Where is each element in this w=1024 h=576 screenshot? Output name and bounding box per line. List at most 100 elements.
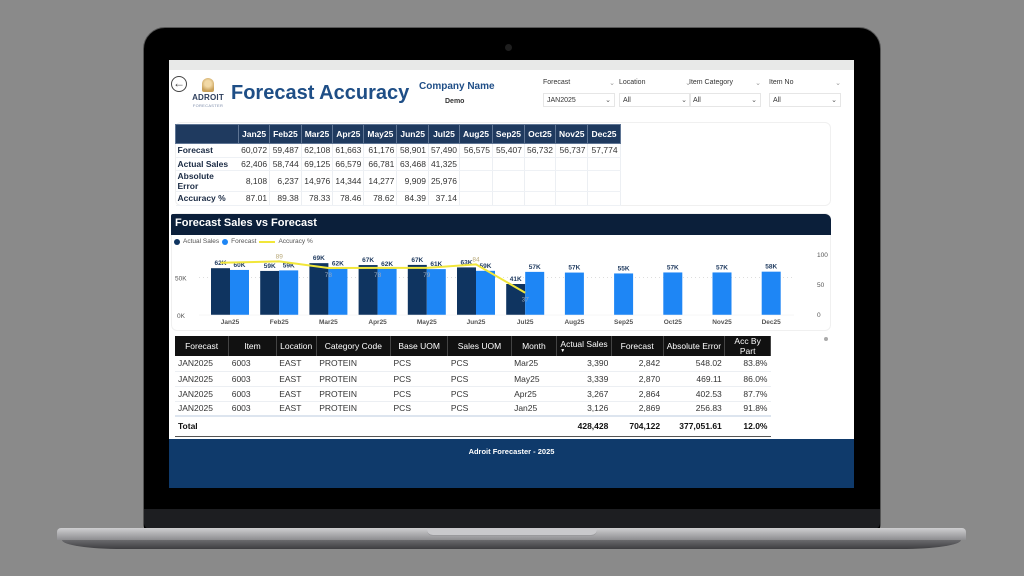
chevron-down-icon[interactable]: ⌄ <box>685 80 691 87</box>
table-cell: 6003 <box>228 401 277 417</box>
col-header-base-uom[interactable]: Base UOM <box>390 336 449 356</box>
combo-chart[interactable]: 50K 0K 0 50 100 62K 60K Jan25 59K 59K Feb25 69K 62K M… <box>169 240 834 335</box>
matrix-col-header[interactable]: Jul25 <box>427 124 460 144</box>
matrix-cell: 58,744 <box>269 157 302 171</box>
col-header-absolute-error[interactable]: Absolute Error <box>663 336 726 356</box>
matrix-cell: 89.38 <box>269 191 302 206</box>
bar-forecast[interactable] <box>663 272 683 315</box>
matrix-col-header[interactable]: Dec25 <box>587 124 621 144</box>
legend-accuracy-label[interactable]: Accuracy % <box>278 238 313 245</box>
laptop-hinge <box>144 509 880 529</box>
bar-forecast[interactable] <box>614 273 634 315</box>
slicer-item-no[interactable]: Item No ⌄ All ⌄ <box>769 79 841 107</box>
slicer-dropdown[interactable]: All ⌄ <box>689 93 761 107</box>
table-row[interactable]: JAN2025 6003 EAST PROTEIN PCS PCS Jan25 3,126 2,… <box>175 401 771 417</box>
bar-forecast[interactable] <box>377 268 397 315</box>
accuracy-label: 78 <box>374 272 382 279</box>
bar-forecast[interactable] <box>564 272 584 315</box>
matrix-col-header[interactable]: Mar25 <box>300 124 334 144</box>
bar-forecast[interactable] <box>426 269 446 315</box>
matrix-col-header[interactable]: May25 <box>363 124 398 144</box>
chevron-down-icon[interactable]: ⌄ <box>755 80 761 87</box>
matrix-col-header[interactable]: Nov25 <box>554 124 589 144</box>
matrix-col-header[interactable]: Apr25 <box>332 124 365 144</box>
x-axis-label: Feb25 <box>270 319 289 326</box>
table-cell: PROTEIN <box>316 371 391 387</box>
slicer-forecast[interactable]: Forecast ⌄ JAN2025 ⌄ <box>543 79 615 107</box>
slicer-dropdown[interactable]: All ⌄ <box>769 93 841 107</box>
bar-forecast[interactable] <box>712 272 732 315</box>
table-cell: PROTEIN <box>316 386 391 402</box>
slicer-dropdown[interactable]: All ⌄ <box>619 93 691 107</box>
slicer-value: All <box>623 97 631 104</box>
table-cell: PROTEIN <box>316 356 391 372</box>
bar-actual-sales[interactable] <box>260 270 280 315</box>
col-header-item[interactable]: Item <box>228 336 277 356</box>
bar-forecast[interactable] <box>476 270 495 315</box>
bar-label: 57K <box>667 264 679 271</box>
resize-handle-dot[interactable] <box>824 337 828 341</box>
col-header-actual-sales[interactable]: Actual Sales ▼ <box>556 336 612 356</box>
matrix-cell: 84.39 <box>396 191 429 206</box>
bar-actual-sales[interactable] <box>309 263 329 315</box>
slicer-label: Item Category <box>689 79 733 86</box>
slicer-item-category[interactable]: Item Category ⌄ All ⌄ <box>689 79 761 107</box>
col-header-category-code[interactable]: Category Code <box>316 336 392 356</box>
bar-forecast[interactable] <box>279 270 299 315</box>
matrix-cell: 78.62 <box>363 191 398 206</box>
bar-actual-sales[interactable] <box>506 284 526 315</box>
col-header-forecast-value[interactable]: Forecast <box>611 336 664 356</box>
matrix-col-header[interactable]: Aug25 <box>458 124 493 144</box>
table-row[interactable]: JAN2025 6003 EAST PROTEIN PCS PCS Apr25 3,267 2,… <box>175 386 771 402</box>
matrix-cell: 61,663 <box>332 143 365 158</box>
chevron-down-icon[interactable]: ⌄ <box>609 80 615 87</box>
table-cell: PCS <box>390 386 448 402</box>
slicer-dropdown[interactable]: JAN2025 ⌄ <box>543 93 615 107</box>
bar-forecast[interactable] <box>525 271 545 315</box>
matrix-col-header[interactable]: Sep25 <box>491 124 525 144</box>
table-row[interactable]: JAN2025 6003 EAST PROTEIN PCS PCS Mar25 3,390 2,… <box>175 356 771 372</box>
footer-text: Adroit Forecaster - 2025 <box>468 447 555 456</box>
bar-label: 58K <box>765 264 777 271</box>
bar-forecast[interactable] <box>328 268 348 315</box>
col-header-location[interactable]: Location <box>276 336 317 356</box>
legend-forecast-label[interactable]: Forecast <box>231 238 257 245</box>
back-arrow-icon[interactable]: ← <box>171 76 187 92</box>
matrix-corner <box>175 124 239 144</box>
matrix-cell <box>459 170 493 192</box>
matrix-cell: 57,774 <box>587 143 621 158</box>
bar-label: 55K <box>618 265 630 272</box>
table-cell: Mar25 <box>511 356 557 372</box>
laptop-opening-notch <box>427 528 597 536</box>
table-cell: JAN2025 <box>175 401 229 417</box>
col-header-forecast[interactable]: Forecast <box>175 336 230 356</box>
col-header-sales-uom[interactable]: Sales UOM <box>447 336 512 356</box>
table-cell: 83.8% <box>724 356 771 372</box>
bar-actual-sales[interactable] <box>457 267 476 315</box>
chevron-down-icon[interactable]: ⌄ <box>835 80 841 87</box>
slicer-label: Forecast <box>543 79 571 86</box>
table-cell: 256.83 <box>663 401 725 417</box>
x-axis-label: May25 <box>417 319 437 326</box>
table-cell: 6003 <box>228 371 277 387</box>
matrix-col-header[interactable]: Jan25 <box>237 124 271 144</box>
matrix-col-header[interactable]: Jun25 <box>396 124 429 144</box>
bar-forecast[interactable] <box>230 269 249 315</box>
table-cell: PCS <box>390 401 448 417</box>
bar-label: 61K <box>430 261 442 268</box>
matrix-row: Forecast 60,072 59,487 62,108 61,663 61,176 58… <box>175 143 621 158</box>
matrix-cell: 41,325 <box>428 157 460 171</box>
bar-actual-sales[interactable] <box>407 264 427 315</box>
bar-forecast[interactable] <box>761 271 781 315</box>
matrix-col-header[interactable]: Oct25 <box>523 124 556 144</box>
legend-actual-label[interactable]: Actual Sales <box>183 238 220 245</box>
col-header-month[interactable]: Month <box>511 336 558 356</box>
bar-actual-sales[interactable] <box>211 268 230 315</box>
matrix-col-header[interactable]: Feb25 <box>269 124 302 144</box>
bar-actual-sales[interactable] <box>358 265 378 315</box>
accuracy-line[interactable] <box>220 260 526 294</box>
col-header-acc-by-part[interactable]: Acc By Part <box>724 336 771 356</box>
table-row[interactable]: JAN2025 6003 EAST PROTEIN PCS PCS May25 3,339 2,… <box>175 371 771 387</box>
table-cell: 6003 <box>228 386 277 402</box>
slicer-location[interactable]: Location ⌄ All ⌄ <box>619 79 691 107</box>
